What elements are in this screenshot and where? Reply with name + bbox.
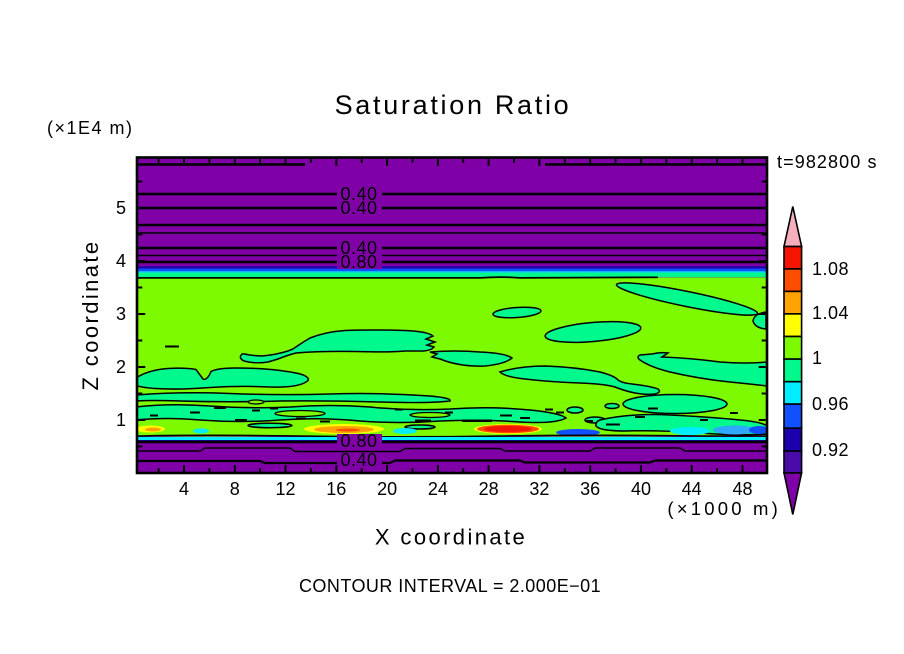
svg-text:0.96: 0.96 [812, 394, 849, 414]
svg-text:16: 16 [326, 479, 346, 499]
svg-text:t=982800 s: t=982800 s [777, 152, 878, 172]
svg-text:X coordinate: X coordinate [375, 525, 527, 550]
svg-text:(×1000 m): (×1000 m) [667, 498, 781, 519]
svg-text:1.08: 1.08 [812, 259, 849, 279]
svg-text:20: 20 [377, 479, 397, 499]
svg-text:4: 4 [179, 479, 189, 499]
svg-text:48: 48 [732, 479, 752, 499]
svg-text:0.40: 0.40 [340, 238, 377, 258]
svg-text:24: 24 [428, 479, 448, 499]
svg-text:0.92: 0.92 [812, 440, 849, 460]
svg-text:1: 1 [116, 410, 126, 430]
svg-text:4: 4 [116, 251, 126, 271]
svg-text:12: 12 [275, 479, 295, 499]
svg-text:0.80: 0.80 [340, 431, 377, 451]
svg-text:Saturation Ratio: Saturation Ratio [335, 90, 572, 120]
svg-text:36: 36 [580, 479, 600, 499]
svg-text:3: 3 [116, 304, 126, 324]
svg-text:5: 5 [116, 198, 126, 218]
svg-text:28: 28 [479, 479, 499, 499]
svg-text:0.40: 0.40 [340, 450, 377, 470]
svg-text:40: 40 [631, 479, 651, 499]
svg-text:0.80: 0.80 [340, 252, 377, 272]
svg-text:8: 8 [230, 479, 240, 499]
svg-text:1.04: 1.04 [812, 303, 849, 323]
svg-text:44: 44 [682, 479, 702, 499]
svg-text:1: 1 [812, 348, 823, 368]
svg-text:(×1E4 m): (×1E4 m) [47, 118, 134, 138]
svg-text:CONTOUR INTERVAL = 2.000E−01: CONTOUR INTERVAL = 2.000E−01 [299, 576, 601, 596]
svg-text:32: 32 [529, 479, 549, 499]
svg-text:0.40: 0.40 [340, 184, 377, 204]
svg-text:0.40: 0.40 [340, 198, 377, 218]
svg-text:2: 2 [116, 357, 126, 377]
svg-text:Z coordinate: Z coordinate [78, 239, 103, 390]
